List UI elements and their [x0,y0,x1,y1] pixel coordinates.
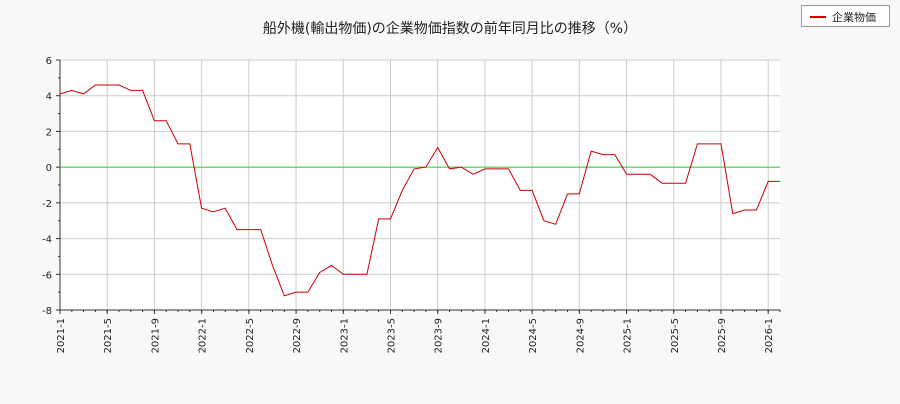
legend-label-series-0: 企業物価 [832,11,876,24]
chart-title: 船外機(輸出物価)の企業物価指数の前年同月比の推移（%） [263,20,637,37]
x-tick-label: 2026-1 [764,318,775,353]
x-tick-label: 2022-5 [245,318,256,353]
y-tick-label: 0 [46,163,52,174]
x-tick-label: 2023-5 [386,318,397,353]
x-tick-label: 2025-5 [670,318,681,353]
plot-background [60,60,780,310]
y-tick-label: 4 [46,92,52,103]
x-tick-label: 2022-9 [292,318,303,353]
y-tick-label: -8 [42,306,52,317]
x-tick-label: 2024-5 [528,318,539,353]
axes: -8 -6 -4 -2 0 2 4 6 2021-1 2021-5 2021-9 2022-1 2022… [42,56,781,353]
y-tick-label: -4 [42,235,52,246]
y-tick-label: -6 [42,270,52,281]
series [59,84,780,297]
x-tick-label: 2021-5 [103,318,114,353]
x-tick-label: 2021-9 [150,318,161,353]
x-tick-label: 2024-1 [481,318,492,353]
x-tick-label: 2021-1 [56,318,67,353]
x-tick-label: 2023-9 [434,318,445,353]
y-tick-label: 2 [46,127,52,138]
legend: 企業物価 [801,5,890,27]
x-tick-label: 2022-1 [198,318,209,353]
x-tick-label: 2023-1 [339,318,350,353]
x-tick-label: 2025-1 [623,318,634,353]
x-tick-label: 2024-9 [575,318,586,353]
grid [59,59,780,311]
legend-swatch [810,16,826,18]
x-tick-label: 2025-9 [717,318,728,353]
series-line-0 [59,84,780,297]
y-tick-label: -2 [42,199,52,210]
y-tick-label: 6 [46,56,52,67]
